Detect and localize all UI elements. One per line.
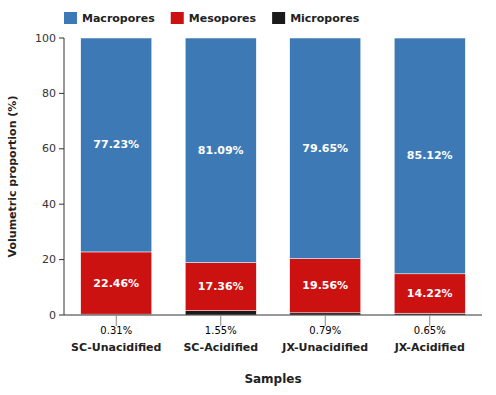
y-tick: [59, 148, 64, 149]
legend-swatch: [272, 12, 285, 24]
bar-segment: [185, 311, 256, 315]
legend-swatch: [64, 12, 77, 24]
data-label: 79.65%: [302, 142, 348, 155]
x-tick-label: SC-Acidified: [183, 341, 258, 354]
x-tick-label: JX-Acidified: [394, 341, 465, 354]
y-tick: [59, 93, 64, 94]
y-tick-label: 100: [35, 32, 56, 45]
y-tick: [59, 259, 64, 260]
x-tick-label: JX-Unacidified: [281, 341, 368, 354]
data-label: 22.46%: [93, 277, 139, 290]
y-tick: [59, 204, 64, 205]
data-label: 17.36%: [198, 280, 244, 293]
data-label: 1.55%: [205, 325, 237, 336]
data-label: 19.56%: [302, 279, 348, 292]
bar-segment: [394, 38, 465, 274]
y-tick: [59, 38, 64, 39]
x-tick-label: SC-Unacidified: [71, 341, 161, 354]
legend-swatch: [171, 12, 184, 24]
data-label: 0.31%: [100, 325, 132, 336]
bars: [81, 38, 466, 315]
legend-label: Micropores: [290, 12, 360, 25]
x-axis-line: [64, 315, 482, 316]
y-tick: [59, 315, 64, 316]
y-axis-line: [64, 38, 65, 315]
y-tick-label: 0: [49, 309, 56, 322]
chart-svg: 0 20 40 60 80 100 0.31% 1.55% 0.79% 0.65% 22.46% 17…: [0, 0, 496, 395]
data-label: 77.23%: [93, 138, 139, 151]
bar-segment: [81, 38, 152, 252]
legend-label: Mesopores: [189, 12, 257, 25]
y-tick-label: 80: [42, 87, 56, 100]
bar-segment: [290, 38, 361, 259]
legend-label: Macropores: [82, 12, 155, 25]
x-axis-title: Samples: [244, 372, 301, 386]
data-label: 81.09%: [198, 144, 244, 157]
bar-segment: [81, 252, 152, 314]
data-label: 0.65%: [414, 325, 446, 336]
bar-segment: [290, 259, 361, 313]
y-tick-label: 20: [42, 253, 56, 266]
data-label: 0.79%: [309, 325, 341, 336]
chart-container: 0 20 40 60 80 100 0.31% 1.55% 0.79% 0.65% 22.46% 17…: [0, 0, 496, 395]
bar-segment: [185, 263, 256, 311]
y-tick-label: 40: [42, 198, 56, 211]
y-axis-title: Volumetric proportion (%): [6, 96, 19, 258]
data-label: 85.12%: [407, 149, 453, 162]
bar-segment: [394, 274, 465, 313]
bar-segment: [185, 38, 256, 263]
data-label: 14.22%: [407, 287, 453, 300]
y-tick-label: 60: [42, 142, 56, 155]
legend: Macropores Mesopores Micropores: [64, 12, 360, 25]
